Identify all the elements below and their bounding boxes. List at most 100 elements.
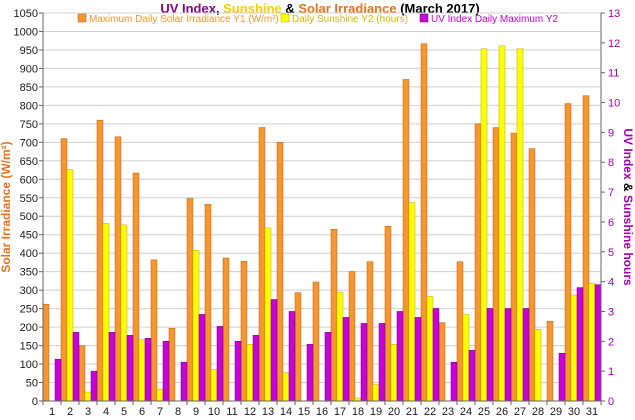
bar-2-day-3: [84, 391, 92, 402]
right-tick-label: 3: [608, 306, 614, 318]
bar-1-day-29: [546, 320, 554, 402]
right-tick-label: 7: [608, 187, 614, 199]
y-axis-right-label-part: UV Index: [621, 128, 635, 180]
x-tick-label: 17: [334, 406, 346, 418]
left-tick-label: 650: [20, 156, 38, 168]
bar-3-day-29: [558, 353, 566, 402]
bar-2-day-20: [390, 344, 398, 402]
x-tick-label: 16: [316, 406, 328, 418]
bar-2-day-27: [516, 48, 524, 402]
bar-2-day-30: [570, 294, 578, 402]
legend: Maximum Daily Solar Irradiance Y1 (W/m²)…: [77, 13, 559, 25]
bar-3-day-21: [414, 317, 422, 402]
x-axis-ticks: 1 2 3 4 5 6 7 8 9 10 11 12 13 14 15 16 17 18 19 20 21 22 23 24 2…: [42, 401, 602, 418]
bar-2-day-19: [372, 384, 380, 402]
bar-1-day-20: [384, 225, 392, 402]
left-tick-label: 100: [20, 359, 38, 371]
right-tick-label: 9: [608, 127, 614, 139]
bar-3-day-24: [468, 350, 476, 402]
bar-2-day-12: [246, 344, 254, 402]
x-tick-label: 5: [121, 406, 127, 418]
x-tick-label: 26: [496, 406, 508, 418]
left-axis-ticks: 0 50 100 150 200 250 300 350 400 450 500 550 600 650 7…: [14, 8, 43, 408]
x-tick-label: 2: [67, 406, 73, 418]
bar-1-day-23: [438, 322, 446, 402]
bar-2-day-7: [156, 388, 164, 402]
bar-2-day-5: [120, 224, 128, 402]
title-part: Sunshine: [223, 1, 282, 16]
bar-1-day-7: [150, 259, 158, 402]
bar-3-day-14: [288, 311, 296, 402]
legend-swatch-2: [280, 13, 290, 23]
left-tick-label: 750: [20, 119, 38, 131]
right-tick-label: 10: [608, 98, 620, 110]
legend-label-1: Maximum Daily Solar Irradiance Y1 (W/m²): [89, 14, 279, 25]
bar-3-day-27: [522, 308, 530, 402]
bar-2-day-25: [480, 48, 488, 402]
bar-1-day-30: [564, 103, 572, 402]
x-tick-label: 3: [85, 406, 91, 418]
x-tick-label: 23: [442, 406, 454, 418]
bar-1-day-17: [330, 228, 338, 402]
left-tick-label: 800: [20, 100, 38, 112]
bar-1-day-25: [474, 123, 482, 402]
x-tick-label: 20: [388, 406, 400, 418]
bar-1-day-16: [312, 281, 320, 402]
bar-3-day-6: [144, 338, 152, 402]
right-tick-label: 12: [608, 38, 620, 50]
left-tick-label: 1000: [14, 26, 38, 38]
left-tick-label: 250: [20, 304, 38, 316]
left-tick-label: 900: [20, 63, 38, 75]
right-tick-label: 2: [608, 336, 614, 348]
bar-3-day-15: [306, 344, 314, 402]
x-tick-label: 7: [157, 406, 163, 418]
x-tick-label: 22: [424, 406, 436, 418]
bar-3-day-12: [252, 335, 260, 402]
bar-2-day-17: [336, 291, 344, 402]
left-tick-label: 850: [20, 82, 38, 94]
bar-2-day-28: [534, 329, 542, 402]
left-tick-label: 600: [20, 174, 38, 186]
left-tick-label: 1050: [14, 8, 38, 20]
bar-3-day-17: [342, 317, 350, 402]
bar-1-day-27: [510, 132, 518, 402]
x-tick-label: 9: [193, 406, 199, 418]
legend-label-3: UV Index Daily Maximum Y2: [431, 14, 559, 25]
bar-3-day-2: [72, 332, 80, 402]
x-tick-label: 15: [298, 406, 310, 418]
x-tick-label: 12: [244, 406, 256, 418]
bar-3-day-1: [54, 358, 62, 402]
bar-3-day-19: [378, 323, 386, 402]
bar-2-day-22: [426, 296, 434, 402]
chart-title: UV Index, Sunshine & Solar Irradiance (M…: [160, 1, 479, 16]
axes: [42, 13, 602, 402]
bar-2-day-4: [102, 223, 110, 402]
bar-3-day-22: [432, 308, 440, 402]
bar-2-day-14: [282, 372, 290, 402]
bar-2-day-24: [462, 314, 470, 402]
bar-1-day-11: [222, 257, 230, 402]
bar-3-day-13: [270, 299, 278, 402]
right-tick-label: 5: [608, 247, 614, 259]
legend-swatch-1: [77, 13, 87, 23]
bar-1-day-2: [60, 138, 68, 402]
title-part: UV Index: [160, 1, 216, 16]
bar-1-day-22: [420, 43, 428, 402]
bar-2-day-10: [210, 369, 218, 402]
x-tick-label: 25: [478, 406, 490, 418]
bar-3-day-11: [234, 341, 242, 402]
bar-1-day-5: [114, 136, 122, 402]
right-tick-label: 11: [608, 68, 619, 80]
x-tick-label: 6: [139, 406, 145, 418]
bar-1-day-6: [132, 172, 140, 402]
right-tick-label: 6: [608, 217, 614, 229]
bar-1-day-4: [96, 119, 104, 402]
bar-3-day-25: [486, 308, 494, 402]
right-tick-label: 0: [608, 396, 614, 408]
bar-3-day-26: [504, 308, 512, 402]
bar-1-day-26: [492, 127, 500, 402]
left-tick-label: 400: [20, 248, 38, 260]
x-tick-label: 29: [550, 406, 562, 418]
y-axis-left-label: Solar Irradiance (W/m²): [0, 141, 13, 272]
bar-3-day-18: [360, 323, 368, 402]
